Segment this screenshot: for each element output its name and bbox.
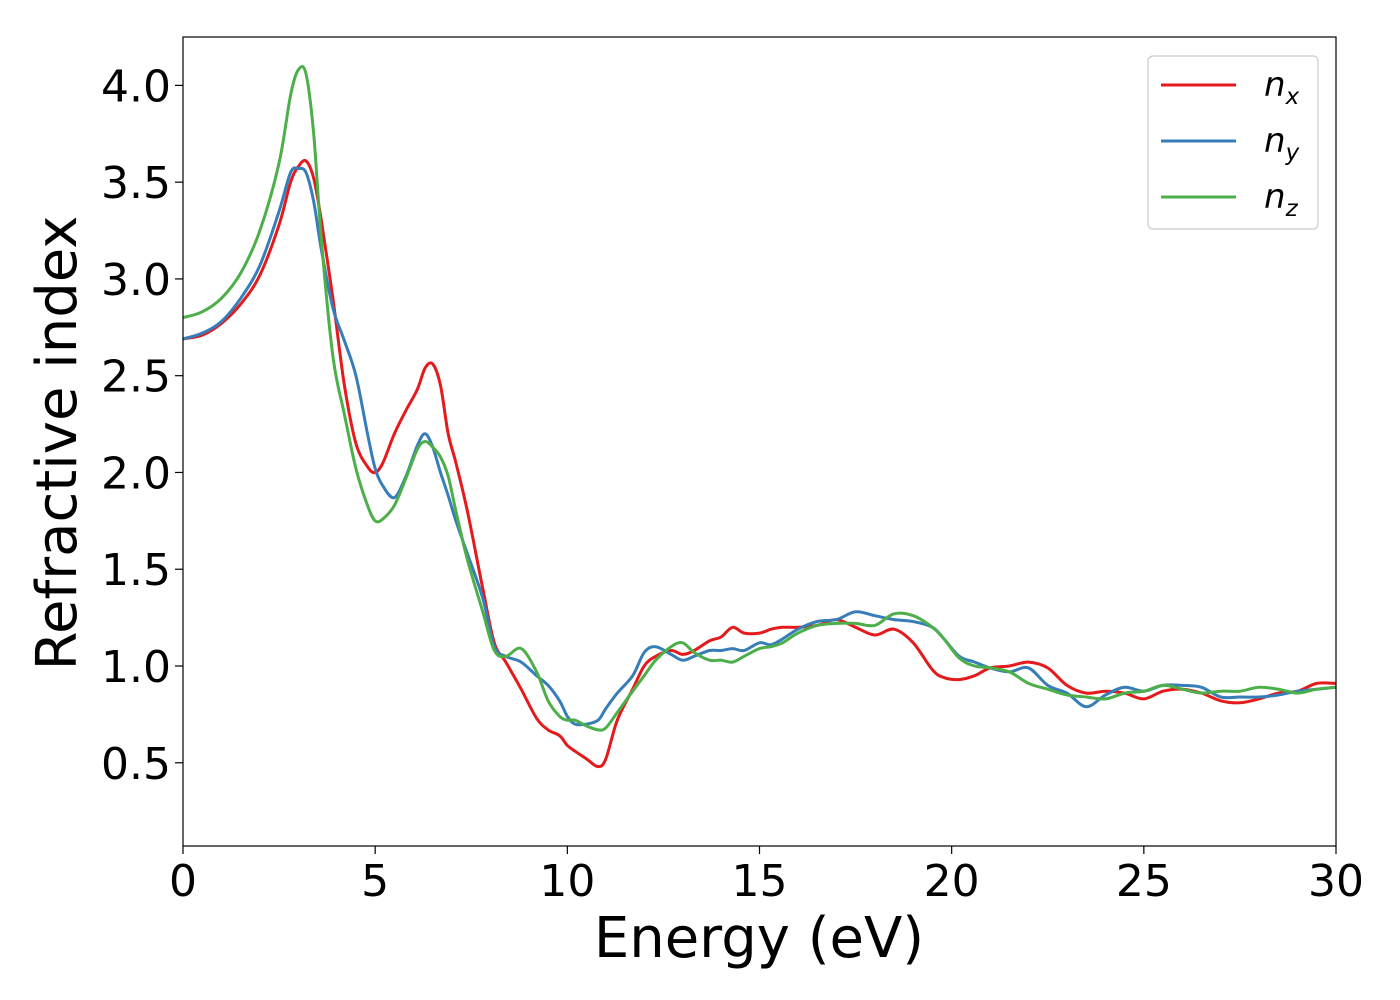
y-axis-label: Refractive index [25,216,90,671]
legend-label-nz: nz [1264,177,1299,222]
x-tick-label: 30 [1308,856,1364,907]
legend: nx ny nz [1147,55,1319,230]
axes: 0 5 10 15 20 25 30 0.5 1.0 1.5 2.0 2.5 3.0 3.5 4.0 [101,36,1364,907]
y-tick-label: 0.5 [101,739,171,790]
x-tick-label: 25 [1116,856,1172,907]
x-tick-label: 5 [361,856,389,907]
y-tick-label: 4.0 [101,61,171,112]
y-tick-label: 2.0 [101,448,171,499]
y-tick-label: 1.5 [101,545,171,596]
legend-label-nx: nx [1264,65,1300,110]
plot-area [183,65,1336,769]
legend-label-ny: ny [1264,121,1300,166]
series-line-nx [183,158,1336,769]
y-tick-label: 1.0 [101,642,171,693]
x-axis-label: Energy (eV) [594,906,924,971]
y-tick-label: 3.0 [101,255,171,306]
x-tick-label: 20 [924,856,980,907]
y-tick-label: 3.5 [101,158,171,209]
x-tick-label: 0 [169,856,197,907]
y-tick-label: 2.5 [101,352,171,403]
series-line-ny [183,166,1336,727]
series-line-nz [183,65,1336,732]
x-tick-label: 15 [732,856,788,907]
x-tick-label: 10 [539,856,595,907]
